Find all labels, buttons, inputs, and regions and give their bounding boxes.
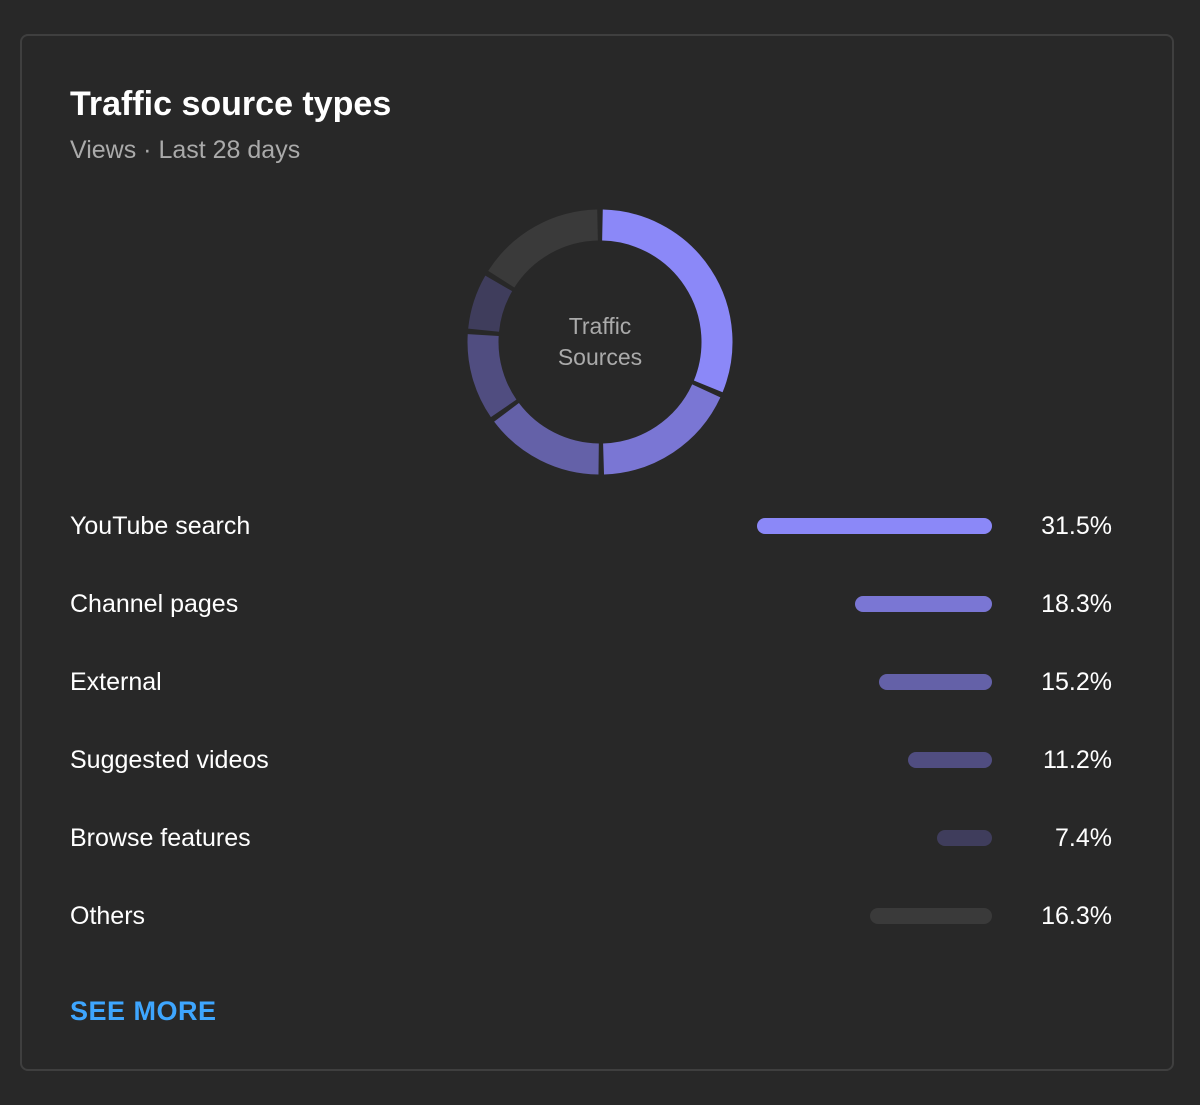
donut-slice[interactable]: [467, 334, 517, 418]
donut-chart: Traffic Sources: [460, 202, 740, 482]
traffic-source-value: 31.5%: [1041, 511, 1112, 540]
traffic-source-row: Others 16.3%: [70, 877, 1116, 955]
see-more-link[interactable]: SEE MORE: [70, 996, 217, 1026]
traffic-source-value: 15.2%: [1041, 667, 1112, 696]
traffic-source-bar: [855, 596, 992, 612]
traffic-source-label: Others: [70, 901, 146, 930]
traffic-source-row: Channel pages 18.3%: [70, 565, 1116, 643]
traffic-source-value: 11.2%: [1042, 745, 1112, 774]
traffic-source-row: Suggested videos 11.2%: [70, 721, 1116, 799]
traffic-source-row: Browse features 7.4%: [70, 799, 1116, 877]
card-title: Traffic source types: [70, 85, 392, 123]
donut-slice[interactable]: [601, 209, 733, 393]
donut-center-line-1: Traffic: [568, 313, 632, 339]
traffic-source-row: YouTube search 31.5%: [70, 487, 1116, 565]
traffic-source-value: 16.3%: [1041, 901, 1112, 930]
donut-center-label: Traffic Sources: [460, 202, 740, 482]
traffic-source-label: YouTube search: [70, 511, 251, 540]
traffic-source-bar: [878, 674, 992, 690]
traffic-source-label: Browse features: [70, 823, 251, 852]
traffic-source-bar: [757, 518, 992, 534]
traffic-source-label: External: [70, 667, 162, 696]
traffic-source-bar: [908, 752, 992, 768]
card-subtitle: Views · Last 28 days: [70, 136, 301, 164]
traffic-source-bar: [870, 908, 992, 924]
traffic-source-row: External 15.2%: [70, 643, 1116, 721]
traffic-source-label: Channel pages: [70, 589, 239, 618]
traffic-source-label: Suggested videos: [70, 745, 269, 774]
traffic-source-bar: [936, 830, 992, 846]
donut-center-line-2: Sources: [557, 344, 643, 370]
traffic-source-value: 18.3%: [1041, 589, 1112, 618]
donut-svg: [467, 209, 733, 475]
donut-slice[interactable]: [602, 384, 721, 475]
traffic-source-value: 7.4%: [1055, 823, 1112, 852]
donut-slice[interactable]: [488, 209, 599, 288]
traffic-source-card: Traffic source types Views · Last 28 day…: [20, 34, 1174, 1071]
traffic-source-list: YouTube search 31.5% Channel pages 18.3% Ext…: [70, 487, 1116, 955]
donut-slice[interactable]: [468, 275, 513, 333]
donut-slice[interactable]: [494, 402, 600, 475]
